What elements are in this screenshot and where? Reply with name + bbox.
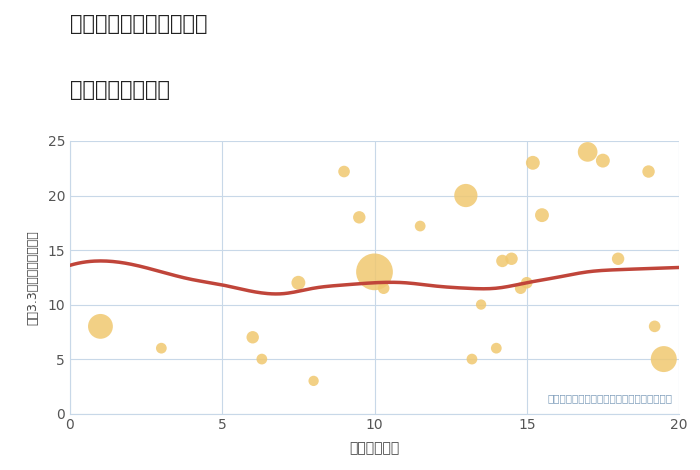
Point [475,301,486,308]
Point [536,212,547,219]
Point [497,257,508,265]
Y-axis label: 平（3.3㎡）単価（万円）: 平（3.3㎡）単価（万円） [26,230,39,325]
Point [461,192,472,199]
Point [378,284,389,292]
Text: 駅距離別土地価格: 駅距離別土地価格 [70,80,170,100]
Point [612,255,624,263]
Point [156,345,167,352]
Point [597,157,608,164]
Point [414,222,426,230]
Point [521,279,532,287]
Point [247,334,258,341]
Point [339,168,350,175]
Point [527,159,538,166]
Point [95,322,106,330]
Point [256,355,267,363]
Text: 三重県鈴鹿市西冨田町の: 三重県鈴鹿市西冨田町の [70,14,207,34]
X-axis label: 駅距離（分）: 駅距離（分） [349,441,400,455]
Point [506,255,517,263]
Point [658,355,669,363]
Point [369,268,380,275]
Point [308,377,319,384]
Text: 円の大きさは、取引のあった物件面積を示す: 円の大きさは、取引のあった物件面積を示す [548,393,673,403]
Point [515,284,526,292]
Point [491,345,502,352]
Point [466,355,477,363]
Point [643,168,655,175]
Point [649,322,660,330]
Point [293,279,304,287]
Point [354,213,365,221]
Point [582,148,594,156]
